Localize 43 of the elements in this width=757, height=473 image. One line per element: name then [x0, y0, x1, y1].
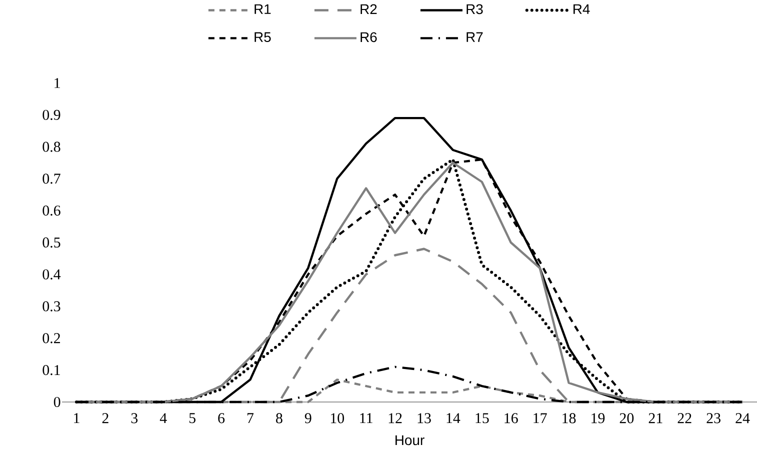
x-tick-label: 24 — [736, 413, 750, 424]
x-tick-label: 3 — [131, 413, 138, 424]
x-tick-label: 13 — [418, 413, 431, 424]
y-tick-label: 0 — [54, 396, 60, 408]
y-tick-label: 0.2 — [42, 333, 60, 344]
x-tick-label: 19 — [592, 413, 605, 424]
y-tick-label: 0.8 — [42, 142, 60, 152]
y-tick-label: 0.9 — [42, 110, 60, 120]
x-axis-title: Hour — [396, 435, 424, 446]
x-tick-label: 1 — [74, 413, 80, 424]
legend-label: R5 — [254, 32, 271, 42]
y-tick-label: 0.1 — [42, 365, 60, 376]
y-tick-label: 0.5 — [42, 237, 60, 248]
x-tick-label: 4 — [160, 413, 167, 424]
x-tick-label: 2 — [102, 413, 108, 424]
x-tick-label: 20 — [620, 413, 634, 424]
x-tick-label: 15 — [476, 413, 489, 424]
legend-label: R7 — [466, 32, 483, 42]
x-tick-label: 16 — [504, 413, 518, 424]
x-tick-label: 9 — [304, 413, 312, 424]
legend-label: R3 — [466, 4, 483, 14]
x-tick-label: 21 — [648, 413, 662, 424]
x-tick-label: 6 — [218, 413, 225, 424]
x-tick-label: 14 — [446, 413, 460, 424]
x-tick-label: 18 — [562, 413, 576, 424]
x-tick-label: 22 — [678, 413, 692, 424]
x-tick-label: 7 — [247, 413, 254, 423]
x-tick-label: 10 — [330, 413, 344, 424]
y-tick-label: 0.6 — [42, 206, 60, 216]
x-tick-label: 12 — [388, 413, 402, 424]
y-tick-label: 1 — [54, 78, 60, 88]
x-tick-label: 5 — [189, 413, 196, 424]
x-tick-label: 8 — [276, 413, 282, 424]
legend-label: R2 — [360, 4, 377, 14]
y-tick-label: 0.7 — [42, 174, 60, 184]
y-tick-label: 0.4 — [42, 269, 61, 280]
x-tick-label: 23 — [706, 413, 720, 424]
legend-label: R1 — [254, 4, 271, 14]
legend-label: R6 — [360, 32, 377, 42]
x-tick-label: 11 — [360, 413, 372, 424]
x-tick-label: 17 — [534, 413, 547, 424]
y-tick-label: 0.3 — [42, 301, 60, 312]
legend-label: R4 — [574, 4, 590, 14]
